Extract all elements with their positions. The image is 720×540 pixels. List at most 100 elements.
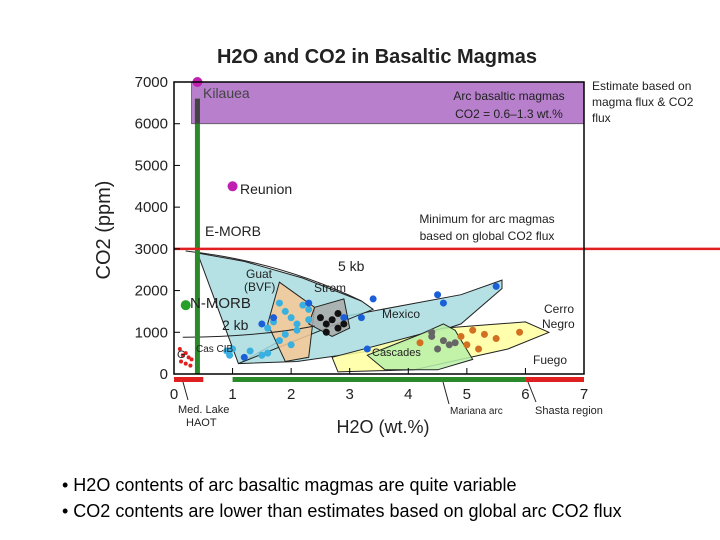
point-strom	[334, 310, 342, 318]
emorb-bar	[194, 98, 200, 374]
point-guat-blue	[439, 299, 447, 307]
label-strom: Strom	[314, 281, 346, 295]
label-guat: Guat	[246, 267, 273, 281]
point-fuego	[475, 345, 483, 353]
point-fuego	[457, 332, 465, 340]
point-guat	[299, 301, 307, 309]
point-fuego	[416, 339, 424, 347]
point-med-lake	[180, 353, 185, 358]
point-strom	[322, 320, 330, 328]
plot-frame	[173, 81, 585, 375]
point-guat	[287, 314, 295, 322]
point-cascades	[439, 337, 447, 345]
point-cascades	[434, 345, 442, 353]
x-tick-label: 1	[228, 386, 236, 403]
label-arc-line2: CO2 = 0.6–1.3 wt.%	[455, 107, 563, 121]
point-cascades	[428, 328, 436, 336]
point-guat-blue	[363, 345, 371, 353]
label-negro: Negro	[542, 317, 575, 331]
point-med-lake	[177, 346, 182, 351]
point-cascades	[451, 339, 459, 347]
bullet-list: • H2O contents of arc basaltic magmas ar…	[62, 472, 712, 524]
label-nmorb: N-MORB	[190, 295, 251, 312]
point-guat-blue	[340, 314, 348, 322]
label-bvf: (BVF)	[244, 280, 275, 294]
point-guat	[305, 305, 313, 313]
isobar-2kb	[182, 325, 315, 338]
x-tick-label: 2	[287, 386, 295, 403]
point-guat-blue	[305, 299, 313, 307]
label-arc-line1: Arc basaltic magmas	[453, 89, 564, 103]
point-n-morb	[180, 300, 191, 311]
point-guat	[275, 337, 283, 345]
y-tick-label: 4000	[135, 199, 168, 216]
bullet-1: • H2O contents of arc basaltic magmas ar…	[62, 475, 517, 495]
x-axis-label: H2O (wt.%)	[336, 417, 429, 437]
h2o-range-bar	[174, 377, 204, 382]
point-fuego	[492, 335, 500, 343]
label-kilauea: Kilauea	[203, 85, 250, 101]
point-strom	[328, 316, 336, 324]
y-axis: 0 1000 2000 3000 4000 5000 6000 7000	[135, 74, 180, 383]
label-emorb: E-MORB	[205, 223, 261, 239]
label-fuego: Fuego	[533, 353, 567, 367]
label-estimate1: Estimate based on	[592, 79, 691, 93]
label-shasta: Shasta region	[535, 405, 603, 417]
point-guat-blue	[240, 353, 248, 361]
point-fuego	[516, 328, 524, 336]
point-cas-cib	[229, 345, 237, 353]
isobar-5kb	[185, 250, 362, 302]
point-guat	[281, 330, 289, 338]
y-tick-label: 3000	[135, 241, 168, 258]
x-tick-label: 6	[521, 386, 529, 403]
point-guat	[293, 320, 301, 328]
point-cas-cib	[258, 351, 266, 359]
point-guat-blue	[492, 282, 500, 290]
plot-overlay	[174, 77, 720, 382]
point-med-lake	[186, 355, 191, 360]
point-strom	[334, 324, 342, 332]
label-5kb: 5 kb	[338, 258, 365, 274]
point-med-lake	[189, 357, 194, 362]
point-strom	[316, 314, 324, 322]
point-cas-cib	[246, 347, 254, 355]
point-guat	[275, 299, 283, 307]
label-cerro: Cerro	[544, 302, 574, 316]
point-med-lake	[183, 361, 188, 366]
x-tick-label: 4	[404, 386, 412, 403]
haot-leader	[182, 381, 189, 401]
label-g: G	[177, 349, 186, 361]
x-axis: 0 1 2 3 4 5 6 7	[170, 368, 588, 403]
mariana-leader	[442, 381, 450, 405]
point-guat-blue	[357, 314, 365, 322]
point-guat-blue	[369, 295, 377, 303]
point-reunion	[227, 181, 238, 192]
x-tick-label: 7	[580, 386, 588, 403]
y-axis-label: CO2 (ppm)	[93, 181, 115, 280]
label-reunion: Reunion	[240, 181, 292, 197]
x-tick-label: 3	[346, 386, 354, 403]
point-guat	[287, 341, 295, 349]
emorb-bar-top	[194, 98, 200, 124]
label-minimum2: based on global CO2 flux	[420, 229, 555, 243]
y-tick-label: 0	[160, 366, 168, 383]
point-med-lake	[183, 351, 188, 356]
point-fuego	[469, 326, 477, 334]
label-2kb: 2 kb	[222, 317, 249, 333]
shasta-leader	[527, 381, 537, 403]
point-guat	[281, 307, 289, 315]
y-tick-label: 2000	[135, 283, 168, 300]
point-cascades	[445, 341, 453, 349]
x-tick-label: 5	[463, 386, 471, 403]
y-tick-label: 7000	[135, 74, 168, 91]
label-mexico: Mexico	[382, 307, 420, 321]
point-guat-blue	[270, 314, 278, 322]
x-tick-label: 0	[170, 386, 178, 403]
point-guat-blue	[258, 320, 266, 328]
kilauea-band	[191, 82, 584, 125]
point-guat	[264, 324, 272, 332]
label-minimum1: Minimum for arc magmas	[419, 212, 554, 226]
y-tick-label: 1000	[135, 324, 168, 341]
h2o-range-bar	[232, 377, 526, 382]
